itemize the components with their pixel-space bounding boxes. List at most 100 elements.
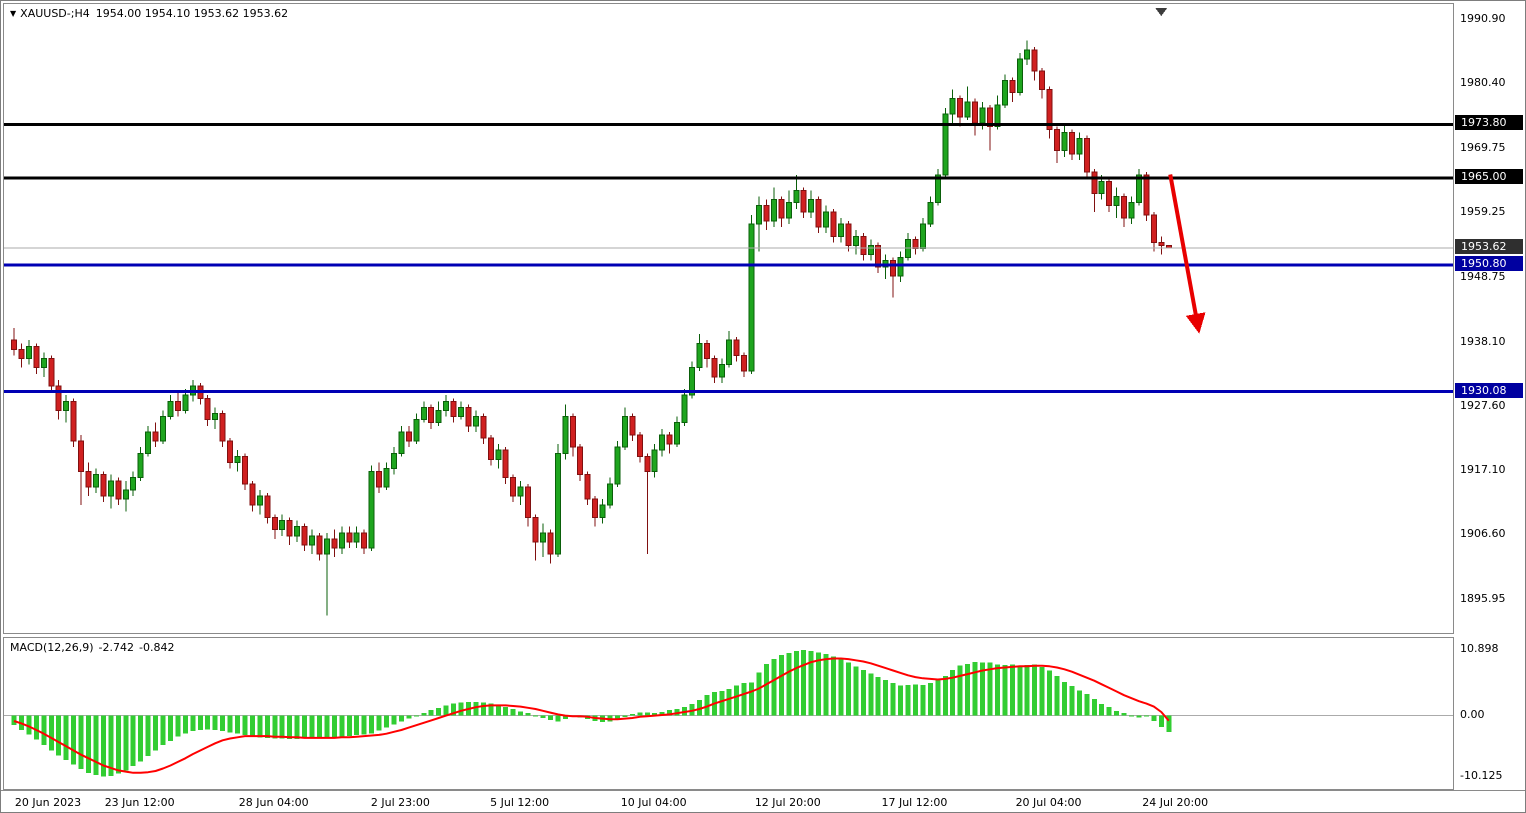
- candle-body: [532, 516, 539, 543]
- price-chart-panel[interactable]: ▼ XAUUSD-;H4 1954.00 1954.10 1953.62 1953.…: [3, 3, 1454, 634]
- candle-body: [875, 244, 882, 268]
- candle-body: [934, 174, 941, 204]
- candle-body: [1039, 70, 1046, 91]
- macd-histogram-bar: [160, 715, 166, 746]
- macd-histogram-bar: [197, 715, 203, 731]
- macd-histogram-bar: [778, 654, 784, 716]
- candle-body: [860, 235, 867, 256]
- macd-canvas[interactable]: [4, 638, 1453, 789]
- macd-histogram-bar: [644, 712, 650, 716]
- candle-body: [569, 416, 576, 448]
- macd-histogram-bar: [845, 662, 851, 716]
- macd-histogram-bar: [1061, 681, 1067, 716]
- candle-body: [905, 238, 911, 259]
- macd-histogram-bar: [413, 715, 419, 717]
- candle-body: [331, 538, 338, 549]
- macd-histogram-bar: [130, 715, 136, 767]
- macd-histogram-bar: [279, 715, 285, 739]
- candle-body: [1024, 49, 1031, 60]
- candle-body: [249, 483, 256, 506]
- candle-body: [1083, 137, 1090, 173]
- macd-histogram-bar: [1039, 666, 1045, 716]
- macd-histogram-bar: [324, 715, 330, 738]
- candle-body: [912, 238, 919, 250]
- candle-body: [584, 474, 591, 500]
- macd-histogram-bar: [1076, 690, 1082, 716]
- candle-body: [718, 364, 725, 378]
- price-axis[interactable]: 1990.90 1980.40 1969.75 1959.25 1948.75 1938.…: [1454, 1, 1525, 790]
- macd-tick-label: -10.125: [1460, 768, 1503, 782]
- candle-body: [413, 419, 420, 442]
- macd-histogram-bar: [972, 662, 978, 716]
- candle-body: [577, 446, 584, 476]
- candle-body: [405, 431, 412, 442]
- macd-histogram-bar: [980, 662, 985, 716]
- candle-body: [63, 400, 70, 411]
- candle-body: [972, 101, 979, 124]
- macd-histogram-bar: [167, 715, 173, 741]
- price-chart-canvas[interactable]: [4, 4, 1453, 633]
- time-axis-label: 20 Jul 04:00: [1015, 796, 1082, 809]
- ohlc-readout: 1954.00 1954.10 1953.62 1953.62: [95, 7, 289, 20]
- candle-body: [48, 358, 55, 387]
- macd-histogram-bar: [398, 715, 404, 722]
- chart-shift-marker-icon[interactable]: [1155, 8, 1168, 16]
- macd-histogram-bar: [1009, 664, 1015, 716]
- price-level-tag: 1965.00: [1455, 169, 1523, 185]
- macd-histogram-bar: [1136, 715, 1142, 718]
- macd-histogram-bar: [220, 715, 226, 732]
- candle-body: [346, 532, 353, 543]
- candle-body: [502, 449, 509, 479]
- macd-signal-value: -0.842: [139, 641, 175, 654]
- macd-tick-label: 0.00: [1460, 707, 1485, 721]
- candle-body: [890, 260, 897, 277]
- chart-header: ▼ XAUUSD-;H4 1954.00 1954.10 1953.62 1953.…: [10, 7, 288, 20]
- macd-histogram-bar: [667, 710, 673, 716]
- macd-histogram-bar: [652, 713, 658, 716]
- macd-histogram-bar: [510, 708, 516, 716]
- candle-body: [592, 498, 599, 518]
- candle-body: [33, 345, 40, 369]
- macd-histogram-bar: [1121, 713, 1127, 716]
- candle-body: [1113, 196, 1120, 207]
- macd-histogram-bar: [890, 683, 896, 716]
- macd-histogram-bar: [1002, 665, 1008, 716]
- macd-histogram-bar: [86, 715, 91, 773]
- macd-histogram-bar: [495, 705, 501, 716]
- candle-body: [703, 342, 710, 360]
- macd-histogram-bar: [808, 651, 814, 716]
- macd-histogram-bar: [190, 715, 196, 732]
- macd-histogram-bar: [26, 715, 32, 735]
- macd-histogram-bar: [555, 715, 561, 722]
- macd-histogram-bar: [78, 715, 84, 770]
- macd-histogram-bar: [1099, 704, 1105, 716]
- candle-body: [763, 205, 770, 222]
- macd-histogram-bar: [793, 651, 799, 716]
- time-axis[interactable]: 20 Jun 2023 23 Jun 12:00 28 Jun 04:00 2 Jul…: [1, 790, 1525, 812]
- macd-histogram-bar: [614, 715, 620, 720]
- macd-histogram-bar: [182, 715, 188, 734]
- candle-body: [793, 189, 800, 204]
- candle-body: [286, 520, 293, 537]
- macd-histogram-bar: [421, 713, 427, 716]
- macd-tick-label: 10.898: [1460, 642, 1499, 656]
- macd-panel[interactable]: MACD(12,26,9) -2.742 -0.842: [3, 637, 1454, 790]
- candle-body: [55, 385, 62, 411]
- candle-body: [294, 526, 301, 537]
- candle-body: [227, 440, 234, 463]
- candle-body: [644, 455, 651, 473]
- macd-histogram-bar: [205, 715, 211, 730]
- candle-body: [450, 400, 457, 418]
- macd-histogram-bar: [272, 715, 278, 739]
- candle-body: [547, 532, 554, 555]
- macd-histogram-bar: [920, 684, 926, 716]
- candle-body: [219, 413, 226, 442]
- candle-body: [756, 205, 762, 225]
- candle-body: [994, 104, 1001, 127]
- symbol-dropdown-icon[interactable]: ▼: [10, 9, 17, 18]
- macd-histogram-bar: [898, 685, 904, 716]
- macd-histogram-bar: [1047, 670, 1053, 716]
- sell-arrow-annotation[interactable]: [1168, 174, 1206, 334]
- candle-body: [472, 416, 479, 427]
- candle-body: [666, 434, 673, 445]
